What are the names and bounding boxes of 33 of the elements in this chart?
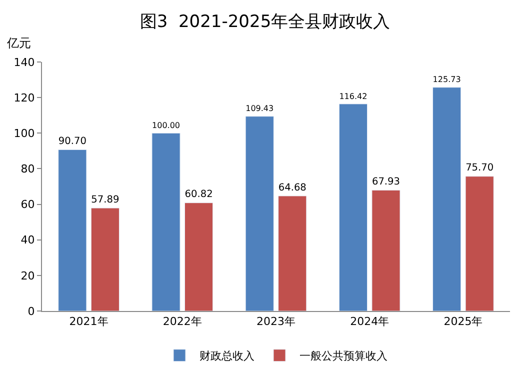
data-label: 75.70	[466, 162, 494, 174]
y-tick-label: 140	[14, 56, 35, 69]
x-tick-label: 2025年	[444, 315, 483, 328]
data-label: 57.89	[91, 194, 120, 206]
bar	[245, 116, 274, 311]
bar	[90, 208, 120, 311]
bar	[465, 176, 494, 311]
bar	[372, 190, 400, 311]
bar	[184, 202, 214, 311]
data-label: 64.68	[278, 182, 306, 194]
legend-label: 财政总收入	[200, 350, 254, 363]
y-tick-label: 0	[28, 304, 35, 318]
bar	[338, 104, 368, 311]
bar	[152, 132, 180, 311]
y-tick-label: 20	[20, 269, 35, 282]
x-tick-label: 2021年	[69, 315, 108, 328]
data-label: 67.93	[372, 176, 400, 188]
y-tick-label: 40	[20, 234, 35, 247]
chart-title: 图3 2021-2025年全县财政收入	[140, 12, 390, 32]
bar	[278, 196, 307, 311]
y-tick-label: 120	[14, 91, 35, 104]
y-tick-label: 100	[14, 126, 35, 140]
x-tick-label: 2024年	[350, 315, 390, 328]
y-tick-label: 80	[20, 162, 35, 176]
legend-label: 一般公共预算收入	[300, 350, 388, 363]
data-label: 60.82	[184, 189, 213, 200]
bar	[58, 149, 87, 311]
data-label: 90.70	[58, 136, 86, 148]
x-tick-label: 2023年	[256, 315, 296, 328]
y-axis-title: 亿元	[6, 36, 31, 50]
bar	[432, 87, 462, 311]
y-tick-label: 60	[20, 198, 35, 212]
x-tick-label: 2022年	[162, 315, 202, 328]
